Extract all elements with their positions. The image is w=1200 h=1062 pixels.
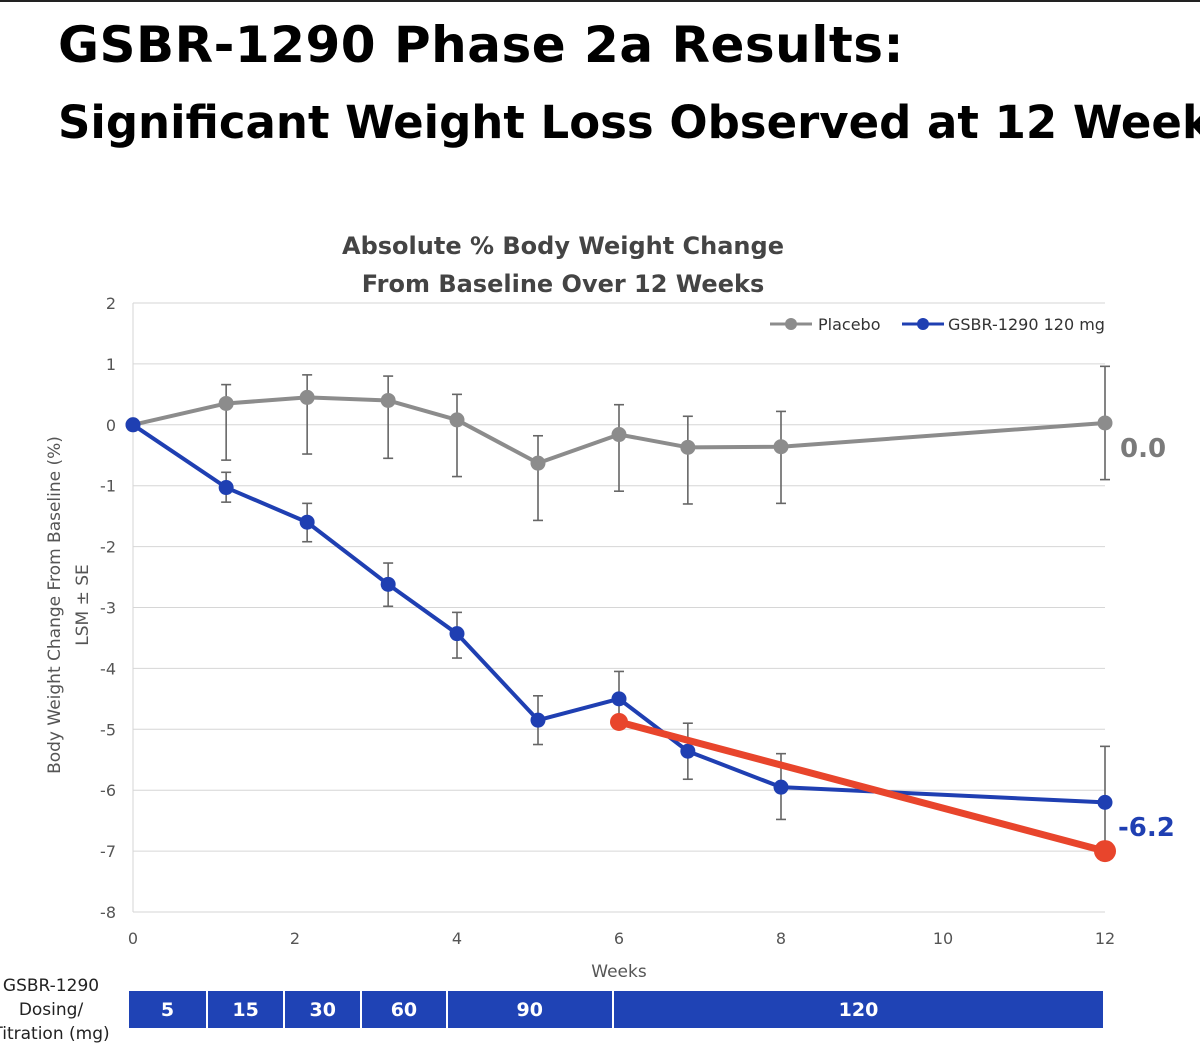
top-rule [0,0,1200,2]
legend-marker-gsbr [917,318,929,330]
y-tick-label: 0 [106,416,116,435]
dosing-label-line-1: GSBR-1290 [2,976,100,996]
gridlines [133,302,1105,913]
legend-marker-placebo [785,318,797,330]
gsbr-end-label: -6.2 [1118,813,1175,843]
y-tick-label: 1 [106,355,116,374]
placebo-point [530,455,546,471]
x-tick-label: 0 [128,929,138,948]
placebo-point [449,412,465,428]
gsbr-point [611,691,627,707]
chart-title-line-1: Absolute % Body Weight Change [342,232,784,260]
dosing-segment: 60 [360,991,446,1028]
y-tick-label: -3 [100,599,116,618]
dosing-label-line-2: Dosing/ [18,1000,84,1020]
slide-subtitle: Significant Weight Loss Observed at 12 W… [58,96,1200,149]
gsbr-point [380,576,396,592]
dosing-label-line-3: Titration (mg) [0,1024,110,1044]
placebo-line [132,395,1106,466]
legend-label-gsbr: GSBR-1290 120 mg [948,315,1105,334]
placebo-point [1097,415,1113,431]
gsbr-point [680,743,696,759]
gsbr-point [299,514,315,530]
x-tick-label: 10 [933,929,953,948]
y-tick-label: -2 [100,538,116,557]
gsbr-point [449,626,465,642]
slide-title: GSBR-1290 Phase 2a Results: [58,16,905,74]
gsbr-point [530,712,546,728]
y-axis-label-line-1: Body Weight Change From Baseline (%) [45,436,65,774]
trend-annotation-line [615,718,1109,855]
placebo-end-label: 0.0 [1120,434,1166,464]
y-tick-label: -1 [100,477,116,496]
axes: 210-1-2-3-4-5-6-7-80 2 4 6 8 10 12 [100,294,1115,948]
dosing-segment: 15 [206,991,284,1028]
dosing-segment: 30 [283,991,361,1028]
dosing-segment: 90 [445,991,612,1028]
chart-title-line-2: From Baseline Over 12 Weeks [362,270,764,298]
x-tick-label: 12 [1095,929,1115,948]
y-tick-label: -6 [100,781,116,800]
y-tick-label: -8 [100,903,116,922]
placebo-point [218,395,234,411]
legend-label-placebo: Placebo [818,315,880,334]
y-tick-label: -7 [100,842,116,861]
dosing-titration-bar: 5 15 30 60 90 120 [129,991,1103,1028]
gsbr-point [218,480,234,496]
gsbr-point [1097,794,1113,810]
y-tick-label: -4 [100,659,116,678]
placebo-point [299,389,315,405]
x-tick-label: 2 [290,929,300,948]
gsbr-point [773,779,789,795]
x-tick-label: 8 [776,929,786,948]
gsbr-line [131,423,1106,805]
gsbr-point [125,417,141,433]
series-layer [125,365,1113,862]
placebo-point [680,439,696,455]
placebo-point [380,392,396,408]
y-axis-label-line-2: LSM ± SE [73,564,93,646]
x-tick-label: 6 [614,929,624,948]
y-tick-label: 2 [106,294,116,313]
dosing-segment: 120 [611,991,1103,1028]
placebo-point [773,439,789,455]
x-tick-label: 4 [452,929,462,948]
x-axis-label: Weeks [591,962,647,982]
trend-annotation-end [1094,840,1116,863]
annotation-layer [610,712,1116,863]
trend-annotation-start [610,712,628,731]
legend: Placebo GSBR-1290 120 mg [770,315,1105,334]
dosing-label: GSBR-1290 Dosing/ Titration (mg) [0,974,110,1046]
dosing-segment: 5 [129,991,207,1028]
y-tick-label: -5 [100,720,116,739]
placebo-point [611,427,627,443]
